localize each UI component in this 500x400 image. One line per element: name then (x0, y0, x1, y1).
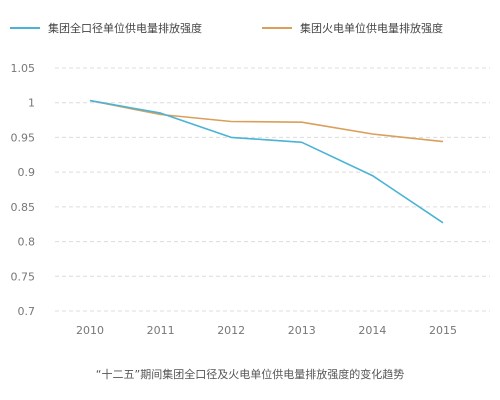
x-tick-label-2012: 2012 (217, 324, 245, 337)
x-tick-label-2013: 2013 (288, 324, 316, 337)
x-axis-ticks: 2010 2011 2012 2013 2014 2015 (76, 324, 457, 337)
legend: 集团全口径单位供电量排放强度 集团火电单位供电量排放强度 (0, 18, 500, 38)
y-tick-label-7: 0.7 (18, 305, 36, 318)
grid (55, 67, 490, 312)
series-line-thermal (89, 99, 444, 143)
series-line-total (89, 99, 444, 224)
y-tick-label-1: 1 (28, 97, 35, 110)
x-tick-label-2010: 2010 (76, 324, 104, 337)
y-tick-label-2: 0.95 (11, 131, 36, 144)
legend-item-total: 集团全口径单位供电量排放强度 (10, 18, 202, 38)
y-axis-ticks: 1.05 1 0.95 0.9 0.85 0.8 0.75 0.7 (11, 62, 36, 318)
chart-caption: “十二五”期间集团全口径及火电单位供电量排放强度的变化趋势 (95, 368, 405, 381)
y-tick-label-6: 0.75 (11, 270, 36, 283)
y-tick-label-5: 0.8 (18, 236, 36, 249)
legend-item-thermal: 集团火电单位供电量排放强度 (262, 18, 443, 38)
x-tick-label-2011: 2011 (147, 324, 175, 337)
y-tick-label-3: 0.9 (18, 166, 36, 179)
series-lines (89, 99, 444, 224)
legend-label-thermal: 集团火电单位供电量排放强度 (300, 22, 443, 35)
x-tick-label-2014: 2014 (358, 324, 386, 337)
y-tick-label-4: 0.85 (11, 201, 36, 214)
legend-swatch-total (10, 27, 40, 29)
legend-swatch-thermal (262, 27, 292, 29)
y-tick-label-0: 1.05 (11, 62, 36, 75)
legend-label-total: 集团全口径单位供电量排放强度 (48, 22, 202, 35)
x-tick-label-2015: 2015 (429, 324, 457, 337)
